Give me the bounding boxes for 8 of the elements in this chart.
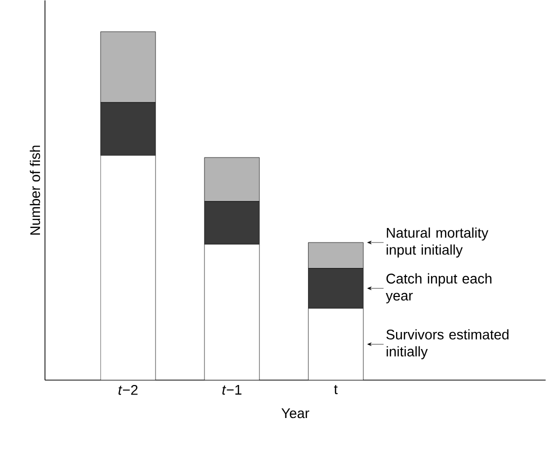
legend-label: Catch input each year [386,273,492,304]
x-tick-label: t [334,384,338,394]
x-tick-label: t−1 [222,384,242,395]
x-axis-title: Year [281,408,310,418]
x-tick-label: t−2 [118,384,138,395]
legend-label: Survivors estimated initially [386,329,508,360]
y-axis-title: Number of fish [30,146,40,235]
legend-label: Natural mortality input initially [386,227,488,258]
